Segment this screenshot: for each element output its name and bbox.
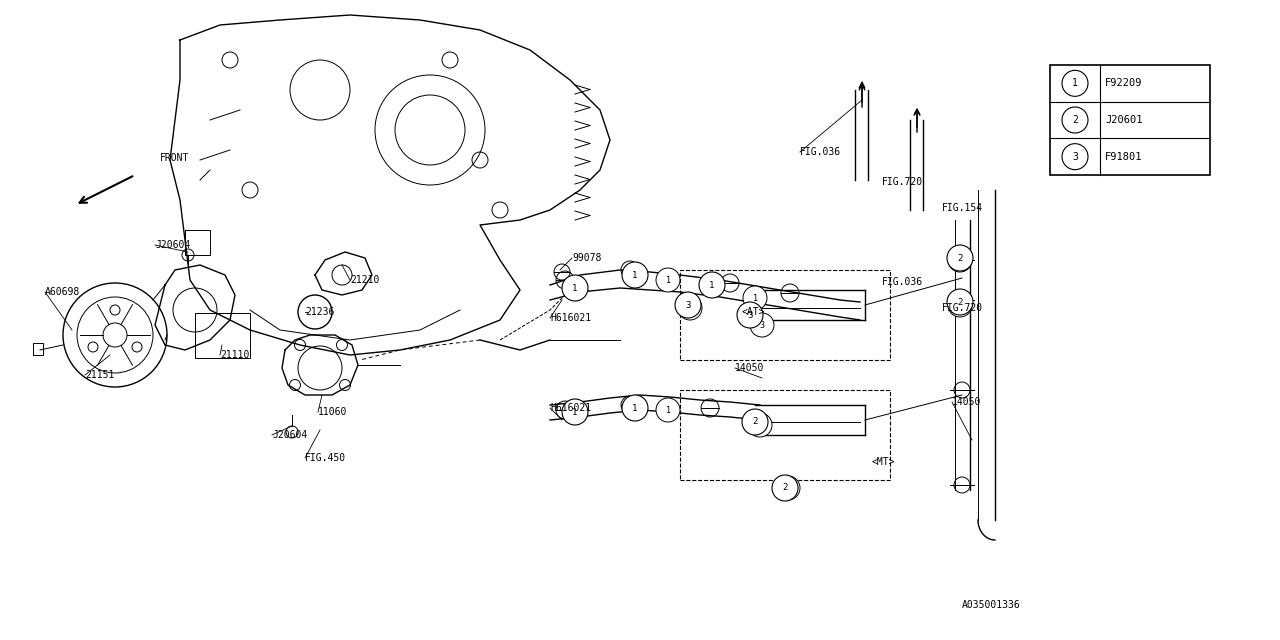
Text: <AT>: <AT> [742, 307, 765, 317]
Text: 3: 3 [759, 321, 764, 330]
Circle shape [737, 302, 763, 328]
Text: 2: 2 [957, 301, 963, 310]
Circle shape [776, 476, 800, 500]
Circle shape [742, 286, 767, 310]
Text: J20604: J20604 [155, 240, 191, 250]
Circle shape [657, 398, 680, 422]
Circle shape [622, 262, 648, 288]
Text: 2: 2 [786, 483, 791, 493]
Text: FIG.036: FIG.036 [800, 147, 841, 157]
Text: 2: 2 [1073, 115, 1078, 125]
Text: 2: 2 [753, 417, 758, 426]
Text: 1: 1 [1073, 78, 1078, 88]
Text: 1: 1 [709, 280, 714, 289]
Bar [1050, 65, 1210, 175]
Text: FIG.036: FIG.036 [882, 277, 923, 287]
Text: FIG.154: FIG.154 [942, 203, 983, 213]
Text: 14050: 14050 [735, 363, 764, 373]
Text: 2: 2 [782, 483, 787, 493]
Text: J20604: J20604 [273, 430, 307, 440]
Text: 1: 1 [572, 408, 577, 417]
Circle shape [563, 400, 588, 424]
Text: FIG.450: FIG.450 [305, 453, 346, 463]
Text: 2: 2 [957, 255, 963, 264]
Circle shape [657, 268, 680, 292]
Circle shape [742, 409, 768, 435]
Text: 1: 1 [572, 408, 577, 417]
Circle shape [948, 248, 972, 272]
Text: H616021: H616021 [550, 313, 591, 323]
Bar [680, 390, 890, 480]
Circle shape [750, 313, 774, 337]
Text: 1: 1 [753, 294, 758, 303]
Circle shape [562, 399, 588, 425]
Text: F92209: F92209 [1105, 78, 1143, 88]
Text: J20601: J20601 [1105, 115, 1143, 125]
Text: 3: 3 [1073, 152, 1078, 162]
Text: 3: 3 [687, 303, 692, 312]
Text: 99078: 99078 [572, 253, 602, 263]
Text: 2: 2 [957, 253, 963, 262]
Text: 1: 1 [666, 406, 671, 415]
Circle shape [678, 296, 701, 320]
Circle shape [699, 272, 724, 298]
Text: FIG.720: FIG.720 [942, 303, 983, 313]
Bar [195, 313, 250, 358]
Circle shape [948, 293, 972, 317]
Text: 2: 2 [758, 420, 763, 429]
Text: 11060: 11060 [317, 407, 347, 417]
Circle shape [772, 475, 797, 501]
Circle shape [622, 395, 648, 421]
Text: 1: 1 [666, 275, 671, 285]
Text: 2: 2 [957, 298, 963, 307]
Text: 1: 1 [572, 284, 577, 292]
Text: 1: 1 [632, 271, 637, 280]
Text: FIG.720: FIG.720 [882, 177, 923, 187]
Text: 3: 3 [748, 310, 753, 319]
Text: 14050: 14050 [952, 397, 982, 407]
Text: A60698: A60698 [45, 287, 81, 297]
Text: 21210: 21210 [349, 275, 379, 285]
Text: 21151: 21151 [84, 370, 114, 380]
Bar [680, 270, 890, 360]
Circle shape [562, 275, 588, 301]
Bar [33, 343, 44, 355]
Circle shape [947, 289, 973, 315]
Text: 3: 3 [685, 301, 691, 310]
Circle shape [947, 245, 973, 271]
Text: FRONT: FRONT [160, 153, 189, 163]
Text: 1: 1 [632, 403, 637, 413]
Text: F91801: F91801 [1105, 152, 1143, 162]
Text: H616021: H616021 [550, 403, 591, 413]
Text: A035001336: A035001336 [963, 600, 1020, 610]
Circle shape [563, 276, 588, 300]
Text: 1: 1 [572, 284, 577, 292]
Circle shape [748, 413, 772, 437]
Circle shape [675, 292, 701, 318]
Text: 21236: 21236 [305, 307, 334, 317]
Text: <MT>: <MT> [872, 457, 896, 467]
Text: 21110: 21110 [220, 350, 250, 360]
